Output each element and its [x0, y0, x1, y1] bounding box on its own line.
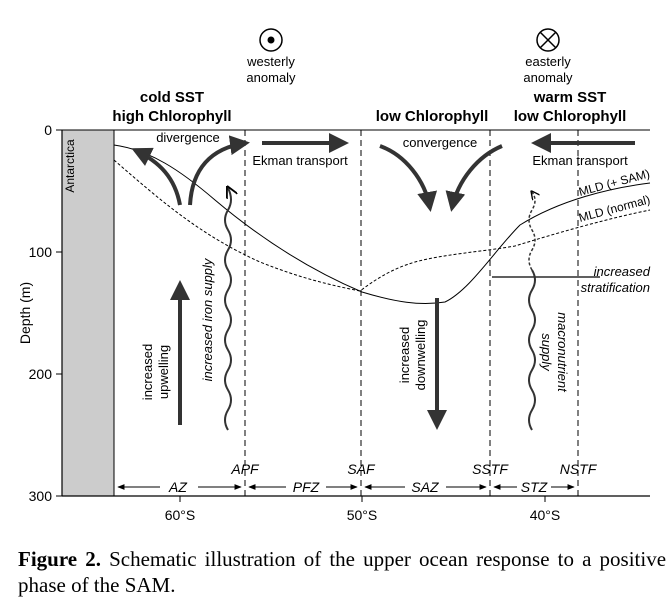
front-label-apf: APF: [230, 461, 260, 477]
divergence-arrow-left: [131, 147, 182, 206]
downwelling-label-1: increased: [397, 327, 412, 383]
divergence-arrow-right: [188, 135, 250, 206]
y-tick-label-100: 100: [29, 244, 53, 260]
macronutrient-label-2: supply: [539, 333, 554, 372]
antarctica-land: [61, 129, 115, 497]
heading-right-2: low Chlorophyll: [514, 108, 627, 125]
y-tick-label-0: 0: [44, 122, 52, 138]
x-tick-label-60: 60°S: [165, 507, 196, 523]
macronutrient-wave: [528, 269, 536, 431]
into-page-cross-icon: [536, 28, 560, 52]
mld-normal-curve: [113, 159, 651, 292]
stratification-label-2: stratification: [581, 280, 650, 295]
heading-right-1: warm SST: [533, 89, 607, 106]
heading-left-2: high Chlorophyll: [112, 108, 231, 125]
iron-supply-wave: [224, 188, 231, 431]
cross-stroke-2: [539, 31, 557, 49]
out-of-page-dot-center: [267, 36, 275, 44]
antarctica-label: Antarctica: [63, 139, 77, 193]
front-label-sstf: SSTF: [472, 461, 509, 477]
stratification-label-1: increased: [594, 264, 651, 279]
iron-supply-label: increased iron supply: [200, 257, 215, 381]
zone-label-az: AZ: [168, 479, 187, 495]
upwelling-label-1: increased: [140, 344, 155, 400]
macronutrient-wave-upper: [528, 192, 535, 271]
downwelling-label-2: downwelling: [413, 320, 428, 391]
y-tick-label-300: 300: [29, 488, 53, 504]
easterly-label-1: easterly: [525, 54, 571, 69]
zone-label-stz: STZ: [521, 479, 548, 495]
macronutrient-label-1: macronutrient: [555, 312, 570, 393]
sam-schematic-figure: westerly anomaly easterly anomaly cold S…: [17, 28, 652, 523]
x-tick-label-40: 40°S: [530, 507, 561, 523]
caption-text: Schematic illustration of the upper ocea…: [18, 547, 667, 597]
mld-normal-label: MLD (normal): [577, 192, 651, 225]
mld-sam-curve: [113, 144, 651, 304]
x-tick-label-50: 50°S: [347, 507, 378, 523]
heading-left-1: cold SST: [140, 89, 204, 106]
caption-label: Figure 2.: [18, 547, 101, 571]
divergence-label: divergence: [156, 130, 220, 145]
ekman-label-right: Ekman transport: [532, 153, 628, 168]
convergence-arrow-right: [445, 144, 503, 212]
easterly-label-2: anomaly: [523, 70, 573, 85]
y-tick-label-200: 200: [29, 366, 53, 382]
heading-mid: low Chlorophyll: [376, 108, 489, 125]
zone-label-saz: SAZ: [411, 479, 439, 495]
westerly-label-2: anomaly: [246, 70, 296, 85]
y-axis-label: Depth (m): [17, 282, 33, 344]
convergence-arrow-left: [379, 144, 438, 212]
upwelling-label-2: upwelling: [156, 345, 171, 399]
ekman-label-left: Ekman transport: [252, 153, 348, 168]
convergence-label: convergence: [403, 135, 477, 150]
westerly-label-1: westerly: [246, 54, 295, 69]
front-label-saf: SAF: [347, 461, 376, 477]
zone-label-pfz: PFZ: [293, 479, 320, 495]
out-of-page-dot-icon: [259, 28, 283, 52]
figure-caption: Figure 2. Schematic illustration of the …: [18, 546, 666, 598]
front-label-nstf: NSTF: [560, 461, 598, 477]
